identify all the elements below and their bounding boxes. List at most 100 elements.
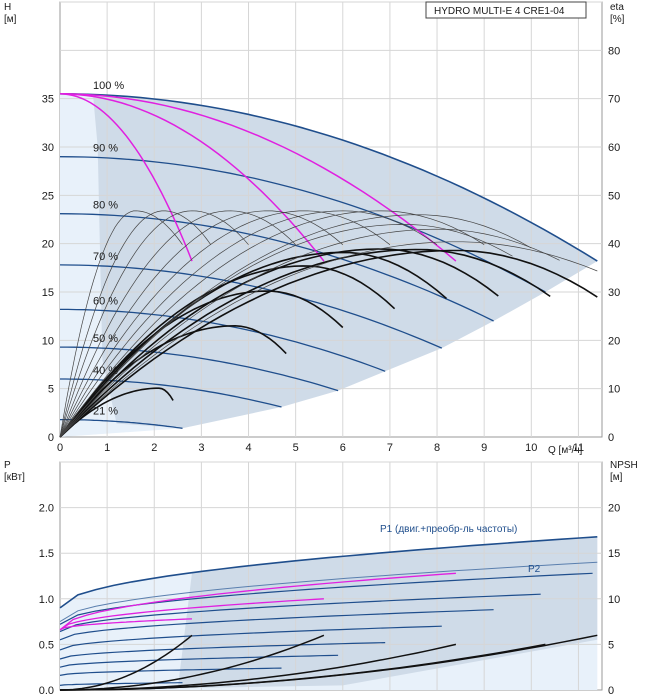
speed-label: 90 % bbox=[93, 143, 118, 155]
y-tick-label: 10 bbox=[42, 335, 54, 347]
x-tick-label: 8 bbox=[434, 442, 440, 454]
efficiency-curve-thin bbox=[59, 210, 344, 438]
y2-tick-label: 15 bbox=[608, 548, 620, 560]
system-power-curve bbox=[59, 572, 456, 631]
y-tick-label: 1.0 bbox=[39, 594, 54, 606]
y-tick-label: 20 bbox=[42, 239, 54, 251]
y2-tick-label: 0 bbox=[608, 432, 614, 444]
p1-envelope-curve bbox=[59, 536, 598, 609]
y2-tick-label: 70 bbox=[608, 94, 620, 106]
y-tick-label: 35 bbox=[42, 94, 54, 106]
y2-tick-label: 50 bbox=[608, 190, 620, 202]
y-tick-label: 15 bbox=[42, 287, 54, 299]
bottom-y-axis-label-line1: P bbox=[4, 460, 11, 471]
chart-title: HYDRO MULTI-E 4 CRE1-04 bbox=[434, 6, 565, 17]
efficiency-curve-thin bbox=[59, 210, 212, 438]
chart-marks bbox=[59, 93, 598, 691]
top-y-axis-label-line2: [м] bbox=[4, 14, 17, 25]
qh-curve bbox=[59, 213, 494, 322]
top-y2-axis-label-line2: [%] bbox=[610, 14, 625, 25]
efficiency-curve-thin bbox=[59, 214, 532, 438]
efficiency-curve-thin bbox=[59, 210, 485, 438]
speed-label: 80 % bbox=[93, 200, 118, 212]
power-curve bbox=[59, 609, 494, 641]
power-curve bbox=[59, 625, 442, 651]
title-box: HYDRO MULTI-E 4 CRE1-04 bbox=[425, 1, 587, 19]
system-power-curve bbox=[59, 618, 193, 631]
efficiency-curve bbox=[59, 248, 551, 438]
npsh-curve bbox=[59, 634, 325, 691]
power-curve bbox=[59, 682, 183, 686]
y2-tick-label: 10 bbox=[608, 594, 620, 606]
x-tick-label: 1 bbox=[104, 442, 110, 454]
efficiency-curve bbox=[59, 248, 499, 438]
power-curve bbox=[59, 667, 282, 676]
efficiency-curve bbox=[59, 249, 598, 438]
system-curve bbox=[59, 93, 193, 262]
chart-labels: 100 % 90 % 80 % 70 % 60 % 50 % 40 % 21 % 0 1 2 3 4 5 6… bbox=[39, 45, 621, 697]
y-tick-label: 0 bbox=[48, 432, 54, 444]
speed-label: 60 % bbox=[93, 295, 118, 307]
p2-envelope-curve bbox=[59, 561, 598, 623]
npsh-curve bbox=[59, 643, 457, 691]
efficiency-curve bbox=[59, 324, 287, 438]
qh-curve bbox=[60, 308, 386, 372]
top-y-axis-label-line1: H bbox=[4, 2, 11, 13]
y2-tick-label: 5 bbox=[608, 639, 614, 651]
speed-label: 50 % bbox=[93, 333, 118, 345]
system-curve bbox=[59, 93, 325, 262]
y-tick-label: 1.5 bbox=[39, 548, 54, 560]
y2-tick-label: 20 bbox=[608, 335, 620, 347]
efficiency-curve bbox=[59, 251, 448, 438]
y2-tick-label: 80 bbox=[608, 45, 620, 57]
bottom-y-axis-label-line2: [кВт] bbox=[4, 472, 25, 483]
y2-tick-label: 20 bbox=[608, 503, 620, 515]
bottom-y2-axis-label-line1: NPSH bbox=[610, 460, 638, 471]
efficiency-curve-thin bbox=[59, 210, 438, 438]
efficiency-curve-thin bbox=[59, 210, 249, 438]
operating-area bbox=[93, 94, 598, 429]
x-tick-label: 10 bbox=[525, 442, 537, 454]
qh-curve bbox=[60, 378, 282, 408]
x-tick-label: 5 bbox=[293, 442, 299, 454]
efficiency-curve-thin bbox=[59, 228, 560, 438]
qh-curve bbox=[59, 93, 598, 262]
power-curve bbox=[59, 654, 339, 668]
x-tick-label: 6 bbox=[340, 442, 346, 454]
x-tick-label: 4 bbox=[245, 442, 251, 454]
y2-tick-label: 40 bbox=[608, 239, 620, 251]
y-tick-label: 5 bbox=[48, 384, 54, 396]
y2-tick-label: 10 bbox=[608, 384, 620, 396]
x-tick-label: 11 bbox=[573, 442, 584, 454]
y-tick-label: 30 bbox=[42, 142, 54, 154]
y-tick-label: 0.0 bbox=[39, 685, 54, 697]
x-tick-label: 2 bbox=[151, 442, 157, 454]
efficiency-curve-thin bbox=[59, 210, 183, 438]
speed-label: 40 % bbox=[93, 365, 118, 377]
qh-curve bbox=[59, 264, 443, 349]
system-curve bbox=[59, 93, 457, 262]
power-curve bbox=[59, 642, 386, 660]
efficiency-curve-thin bbox=[59, 210, 296, 438]
top-x-axis-label: Q [м³/ч] bbox=[548, 445, 583, 456]
y-tick-label: 2.0 bbox=[39, 503, 54, 515]
efficiency-curve-thin bbox=[59, 224, 513, 438]
x-tick-label: 3 bbox=[198, 442, 204, 454]
y2-tick-label: 0 bbox=[608, 685, 614, 697]
qh-curve bbox=[60, 346, 339, 392]
x-tick-label: 0 bbox=[57, 442, 63, 454]
speed-label: 21 % bbox=[93, 406, 118, 418]
p2-series-label: P2 bbox=[528, 564, 541, 575]
speed-label: 70 % bbox=[93, 251, 118, 263]
bottom-y2-axis-label-line2: [м] bbox=[610, 472, 623, 483]
x-tick-label: 7 bbox=[387, 442, 393, 454]
npsh-curve bbox=[59, 634, 193, 691]
p1-series-label: P1 (двиг.+преобр-ль частоты) bbox=[380, 523, 517, 535]
efficiency-curve-thin bbox=[59, 241, 598, 438]
power-curve bbox=[59, 593, 541, 633]
system-power-curve bbox=[59, 598, 324, 631]
speed-label: 100 % bbox=[93, 80, 124, 92]
y-tick-label: 0.5 bbox=[39, 639, 54, 651]
y-tick-label: 25 bbox=[42, 190, 54, 202]
